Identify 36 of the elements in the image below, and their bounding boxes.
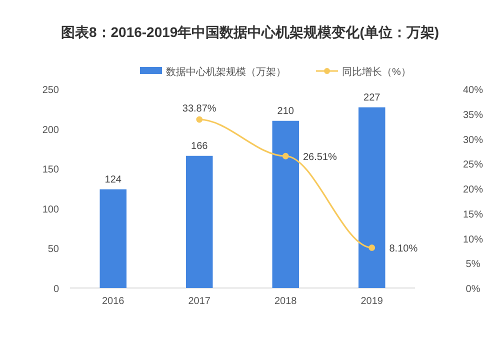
data-label: 124: [104, 174, 122, 186]
x-tick-label: 2018: [274, 296, 298, 307]
y2-tick-label: 30%: [462, 134, 484, 146]
data-label: 33.87%: [182, 103, 216, 114]
data-label: 166: [191, 140, 208, 152]
data-label: 227: [364, 92, 381, 104]
y2-tick-label: 15%: [462, 209, 484, 220]
y2-tick-label: 40%: [462, 85, 484, 96]
y2-tick-label: 0%: [466, 284, 480, 295]
x-tick-label: 2019: [360, 296, 384, 307]
chart-title: 图表8：2016-2019年中国数据中心机架规模变化(单位：万架): [60, 24, 440, 40]
legend-label: 同比增长（%）: [342, 66, 411, 78]
y-tick-label: 0: [53, 284, 60, 295]
y2-tick-label: 5%: [466, 259, 480, 270]
point: [368, 244, 376, 251]
bar: [186, 156, 213, 288]
legend-label: 数据中心机架规模（万架）: [166, 66, 286, 78]
y2-tick-label: 25%: [462, 160, 484, 171]
bar: [358, 107, 386, 288]
bar: [272, 120, 299, 288]
x-tick-label: 2017: [188, 296, 211, 307]
data-label: 210: [277, 106, 294, 117]
y2-tick-label: 10%: [462, 234, 484, 246]
y-tick-label: 100: [42, 204, 60, 216]
x-tick-label: 2016: [102, 296, 125, 307]
point: [196, 116, 203, 123]
point: [282, 152, 289, 160]
data-label: 26.51%: [302, 152, 338, 164]
bar: [100, 189, 126, 288]
data-label: 8.10%: [389, 244, 418, 255]
y-tick-label: 250: [42, 85, 60, 96]
y-tick-label: 50: [48, 244, 60, 256]
y-tick-label: 200: [42, 124, 60, 136]
y2-tick-label: 20%: [462, 184, 484, 196]
y-tick-label: 150: [42, 164, 60, 176]
y2-tick-label: 35%: [462, 110, 484, 121]
